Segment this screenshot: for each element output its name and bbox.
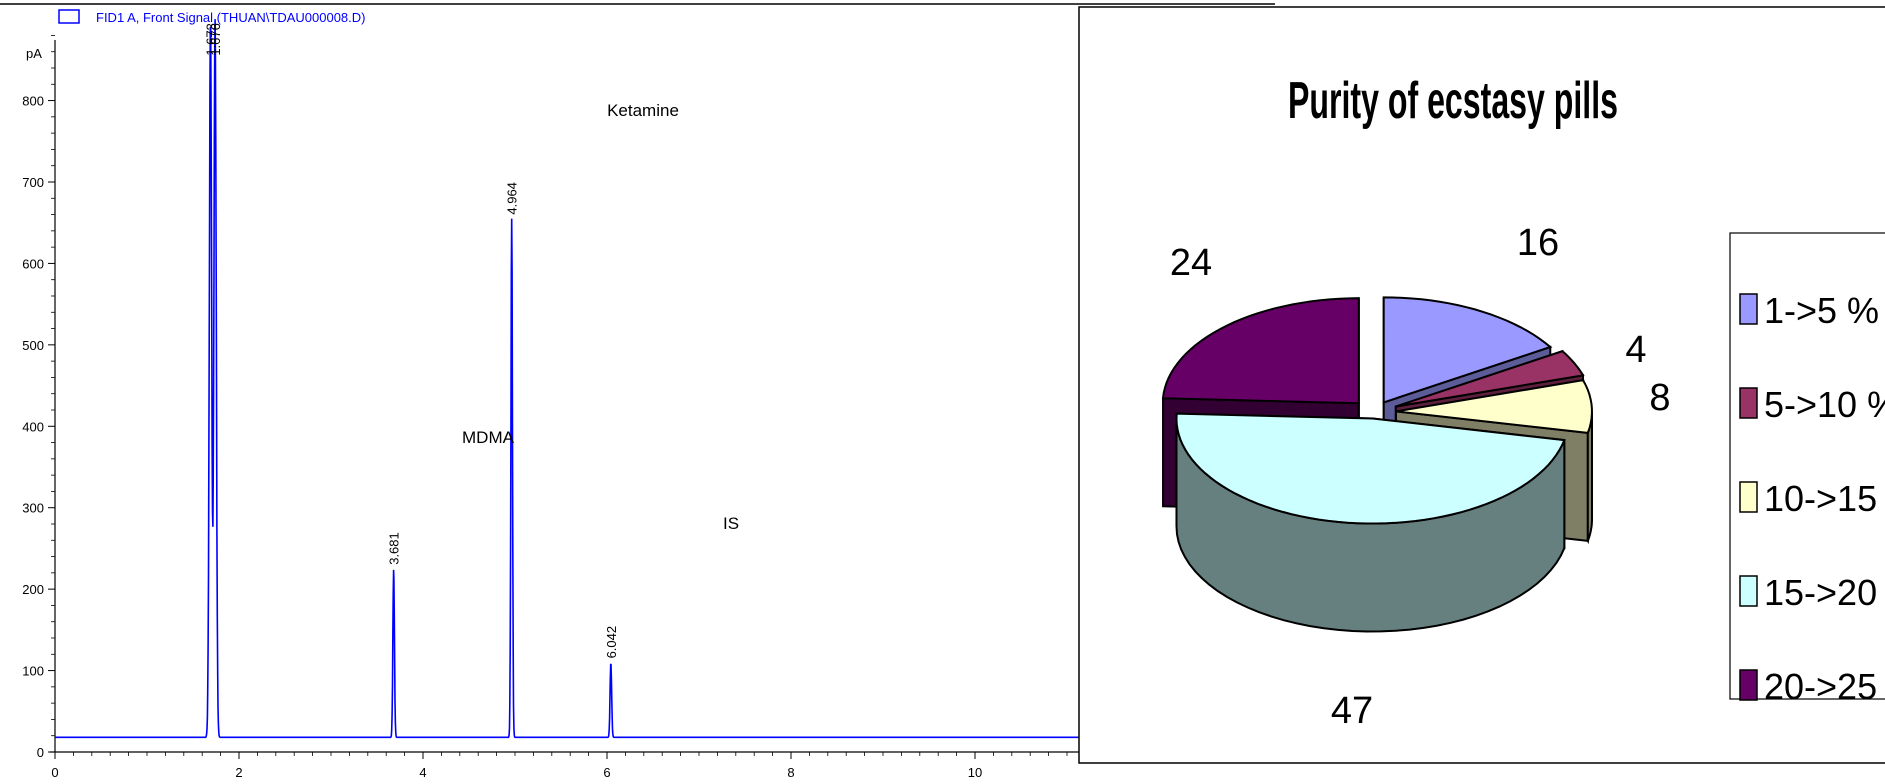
y-tick-label: 200 [22, 582, 44, 597]
x-tick-label: 0 [51, 765, 58, 780]
y-axis-ticks: 0 100 200 300 400 500 600 700 800 [22, 35, 55, 760]
y-tick-label: 600 [22, 256, 44, 271]
peak-annotation: IS [723, 514, 739, 533]
legend-label: 5->10 % [1764, 384, 1885, 425]
pie-data-label: 4 [1625, 329, 1646, 371]
y-tick-label: 500 [22, 338, 44, 353]
legend-swatch [1739, 293, 1758, 325]
y-tick-label: 400 [22, 419, 44, 434]
pie-data-label: 16 [1517, 222, 1559, 264]
peak-retention-label: 3.681 [387, 532, 402, 565]
legend-swatch [58, 9, 80, 24]
x-axis-ticks: 0 2 4 6 8 10 [51, 752, 1105, 780]
legend-label: 15->20 % [1764, 572, 1885, 613]
y-tick-label: 800 [22, 94, 44, 109]
pie-slice-10->15 % [1395, 379, 1593, 434]
pie-data-label: 47 [1331, 690, 1373, 732]
legend-swatch [1739, 575, 1758, 607]
y-tick-label: 100 [22, 664, 44, 679]
legend-swatch [1739, 669, 1758, 701]
pie-slice-1->5 % [1382, 296, 1553, 404]
peak-retention-label: 6.042 [604, 626, 619, 659]
pie-title: Purity of ecstasy pills [1288, 72, 1618, 130]
peak-retention-label: 4.964 [505, 182, 520, 215]
signal-trace [55, 19, 1270, 739]
legend-label: 20->25 % [1764, 666, 1885, 707]
pie-slice-15->20 % [1175, 412, 1566, 525]
legend-swatch [1739, 481, 1758, 513]
x-tick-label: 6 [603, 765, 610, 780]
y-tick-label: 300 [22, 501, 44, 516]
peak-annotation: MDMA [462, 428, 515, 447]
x-tick-label: 8 [787, 765, 794, 780]
legend-swatch [1739, 387, 1758, 419]
peak-retention-label: 1.676 [208, 23, 223, 56]
x-tick-label: 4 [419, 765, 426, 780]
pie-data-labels: 16 48 47 24 [1170, 222, 1671, 732]
y-axis-unit: pA [26, 46, 42, 61]
x-tick-label: 10 [968, 765, 982, 780]
peak-annotations: MDMA Ketamine IS [462, 101, 739, 533]
x-tick-label: 2 [235, 765, 242, 780]
legend-label: FID1 A, Front Signal (THUAN\TDAU000008.D… [96, 10, 365, 25]
y-tick-label: 700 [22, 175, 44, 190]
pie-data-label: 8 [1649, 377, 1670, 419]
pie-slice-wall [1586, 411, 1593, 545]
legend-label: 1->5 % [1764, 290, 1879, 331]
pie-slices [1161, 296, 1593, 525]
pie-slice-20->25 % [1161, 297, 1360, 405]
pie-slice-5->10 % [1395, 350, 1585, 408]
peak-annotation: Ketamine [607, 101, 679, 120]
y-tick-label: 0 [37, 745, 44, 760]
pie-data-label: 24 [1170, 242, 1212, 284]
pie-legend-items: 1->5 % 5->10 % 10->15 % 15->20 % 20->25 % [1739, 290, 1885, 707]
peak-retention-label: 1.673 [203, 23, 218, 56]
legend-label: 10->15 % [1764, 478, 1885, 519]
